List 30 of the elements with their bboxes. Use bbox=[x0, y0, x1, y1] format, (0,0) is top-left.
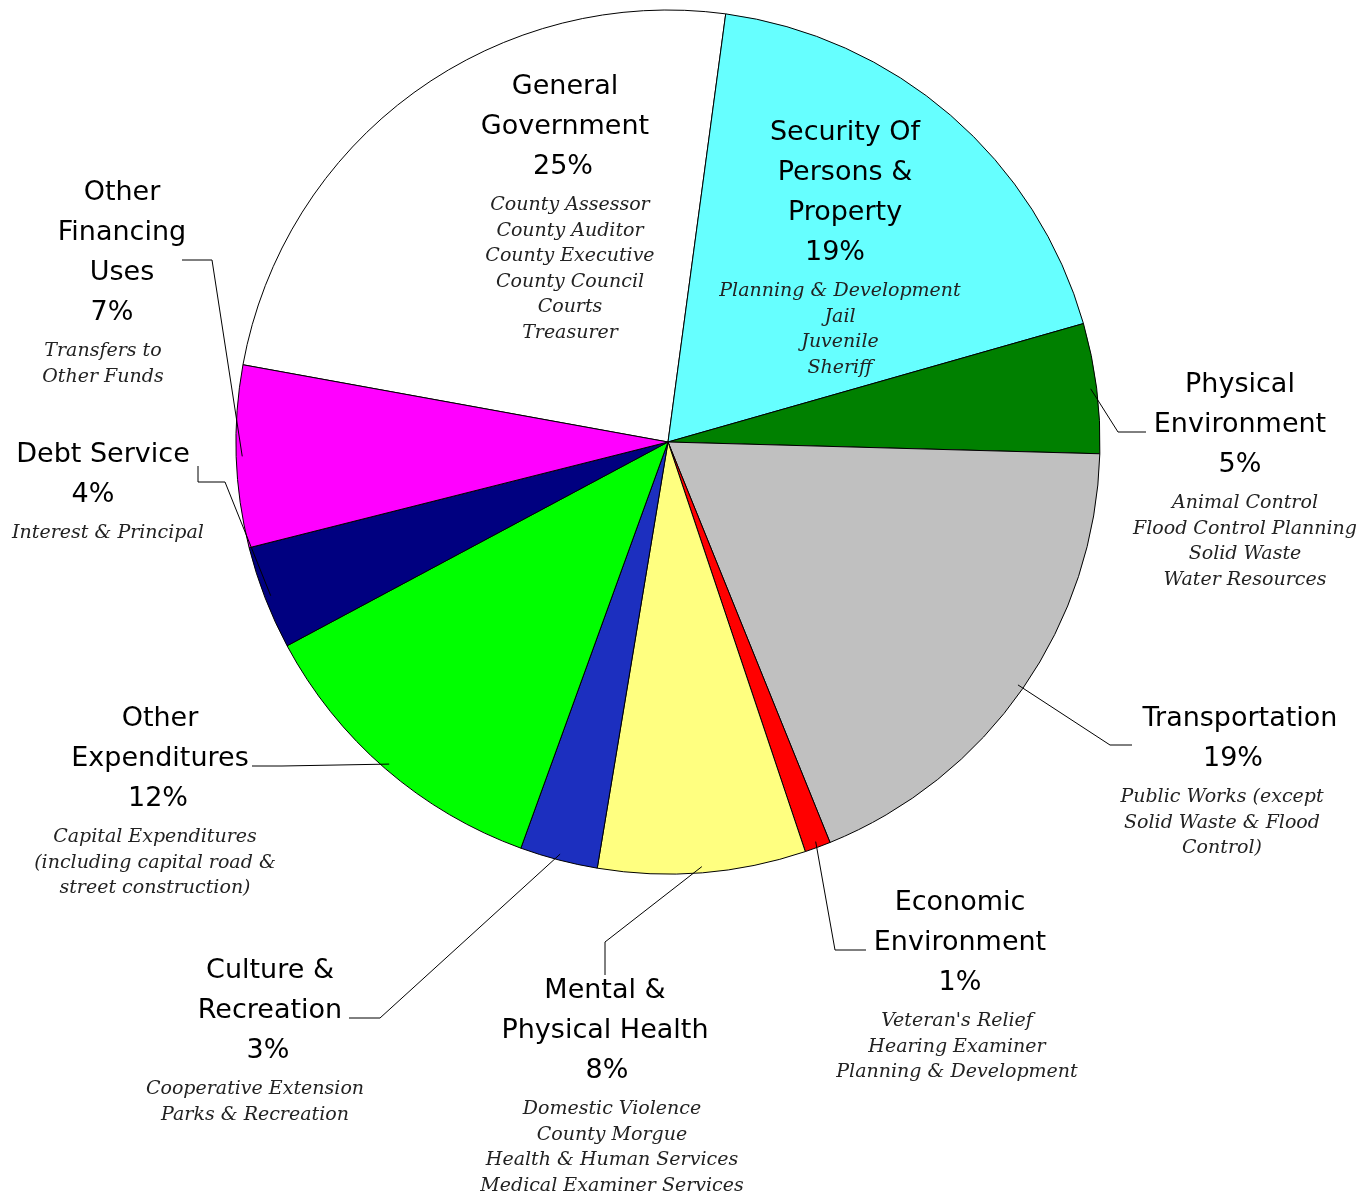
text: Veteran's Relief Hearing Examiner Planning & Development bbox=[835, 1008, 1079, 1081]
data-label: 4% bbox=[71, 477, 115, 508]
text: Cooperative Extension Parks & Recreation bbox=[145, 1076, 365, 1124]
data-label: 8% bbox=[585, 1053, 629, 1084]
data-label: 12% bbox=[127, 781, 189, 812]
text: Public Works (except Solid Waste & Flood Control) bbox=[1119, 784, 1324, 857]
text: Planning & Development Jail Juvenile Sheriff bbox=[718, 278, 962, 377]
data-label: 19% bbox=[804, 235, 866, 266]
text: Interest & Principal bbox=[11, 520, 204, 542]
slice-label: Debt Service bbox=[16, 437, 190, 468]
slice-label: General Government bbox=[480, 69, 650, 140]
slice-label: Other Expenditures bbox=[71, 701, 249, 772]
slice-label: Mental & Physical Health bbox=[501, 973, 709, 1044]
slice-label: Economic Environment bbox=[873, 885, 1047, 956]
slice-label: Transportation bbox=[1141, 701, 1338, 732]
data-label: 1% bbox=[938, 965, 982, 996]
slice-label: Other Financing Uses bbox=[57, 175, 187, 286]
data-label: 25% bbox=[532, 149, 594, 180]
slice-label: Physical Environment bbox=[1153, 367, 1327, 438]
text: County Assessor County Auditor County Executive County Council Courts Treasurer bbox=[485, 192, 655, 342]
data-label: 7% bbox=[90, 295, 134, 326]
data-label: 3% bbox=[246, 1033, 290, 1064]
text: Animal Control Flood Control Planning Solid Waste Water Resources bbox=[1132, 490, 1357, 589]
text: Capital Expenditures (including capital road & street construction) bbox=[34, 824, 276, 897]
data-label: 5% bbox=[1218, 447, 1262, 478]
text: Transfers to Other Funds bbox=[42, 338, 164, 386]
slice-label: Security Of Persons & Property bbox=[769, 115, 922, 226]
data-label: 19% bbox=[1202, 741, 1264, 772]
slice-label: Culture & Recreation bbox=[197, 953, 343, 1024]
text: Domestic Violence County Morgue Health & Human Services Medical Examiner Services bbox=[479, 1096, 744, 1195]
